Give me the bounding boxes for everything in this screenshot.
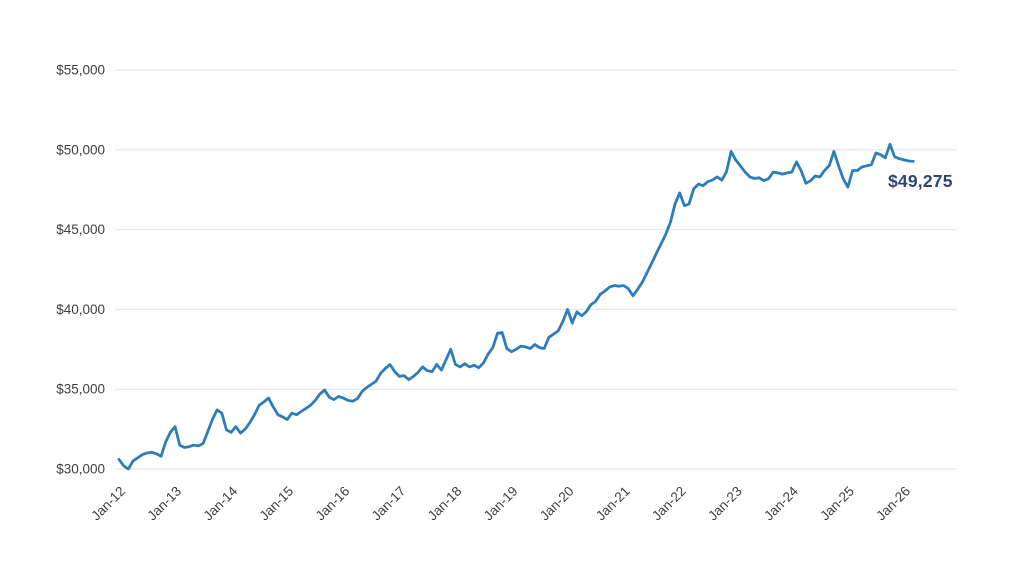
x-tick-label: Jan-16 <box>313 484 353 524</box>
y-tick-label: $45,000 <box>56 222 105 237</box>
last-value-label: $49,275 <box>888 171 953 191</box>
y-tick-label: $50,000 <box>56 142 105 157</box>
x-tick-label: Jan-19 <box>481 484 521 524</box>
x-tick-label: Jan-14 <box>200 483 240 523</box>
x-tick-label: Jan-26 <box>873 484 913 524</box>
x-tick-label: Jan-21 <box>593 484 633 524</box>
y-tick-label: $30,000 <box>56 462 105 477</box>
x-tick-label: Jan-24 <box>761 483 801 523</box>
x-tick-label: Jan-23 <box>705 484 745 524</box>
x-tick-label: Jan-20 <box>537 484 577 524</box>
x-tick-label: Jan-12 <box>88 484 128 524</box>
x-tick-label: Jan-13 <box>144 484 184 524</box>
y-tick-label: $40,000 <box>56 302 105 317</box>
x-tick-label: Jan-17 <box>369 484 409 524</box>
x-tick-label: Jan-25 <box>817 484 857 524</box>
x-tick-label: Jan-22 <box>649 484 689 524</box>
y-tick-label: $35,000 <box>56 382 105 397</box>
x-tick-label: Jan-18 <box>425 484 465 524</box>
x-tick-label: Jan-15 <box>257 484 297 524</box>
y-tick-label: $55,000 <box>56 63 105 78</box>
data-line <box>117 142 915 471</box>
